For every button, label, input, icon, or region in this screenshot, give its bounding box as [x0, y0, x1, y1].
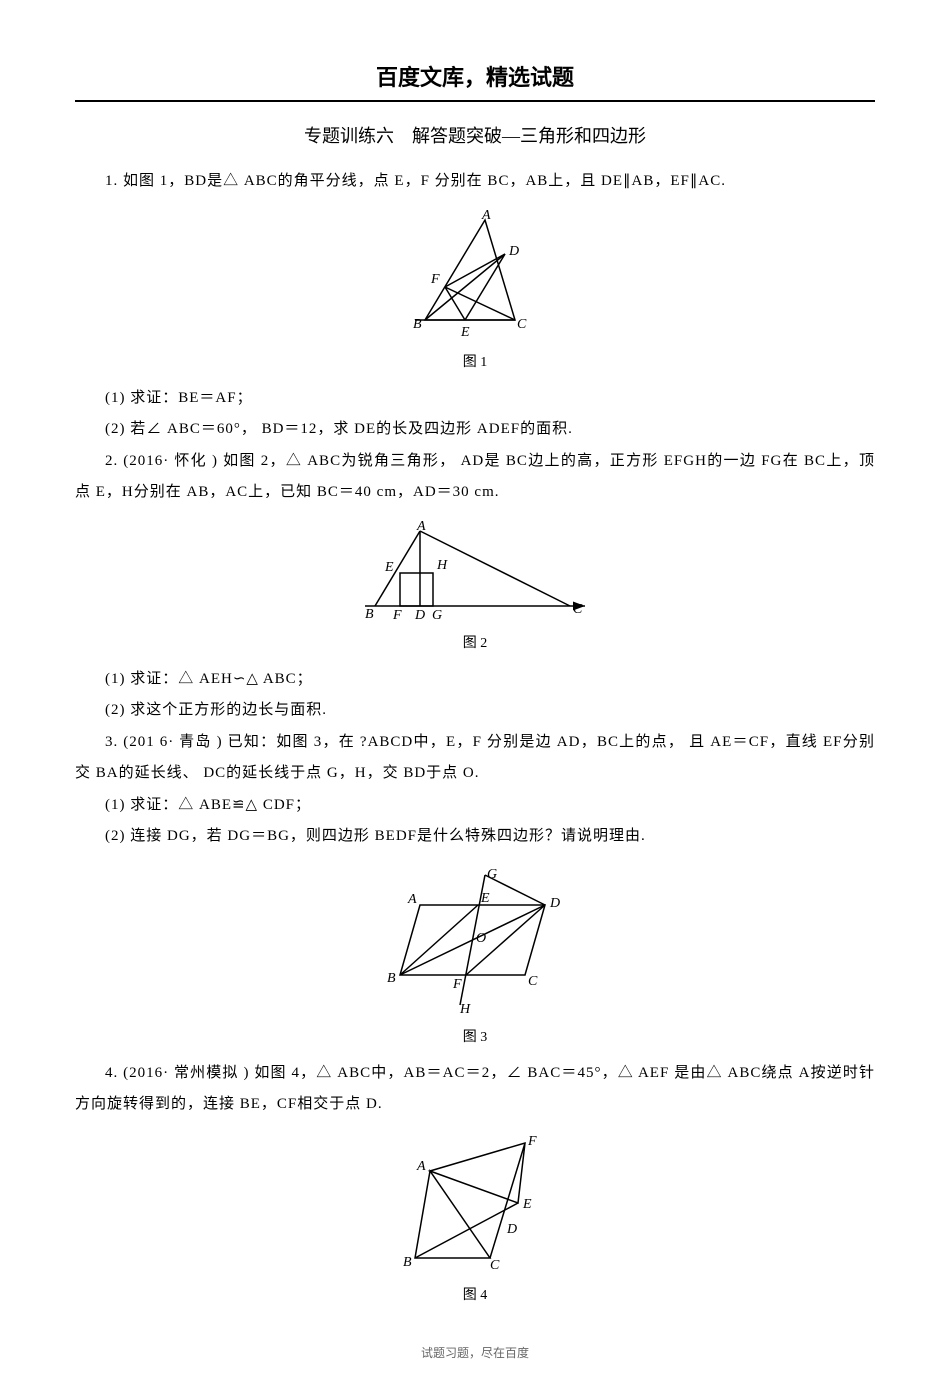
fig2-label-C: C — [573, 602, 583, 617]
figure-4-svg: A B C D E F — [390, 1133, 560, 1273]
figure-4-container: A B C D E F 图 4 — [75, 1133, 875, 1304]
fig2-label-F: F — [392, 608, 402, 621]
fig2-label-E: E — [384, 560, 394, 575]
fig3-label-A: A — [407, 892, 417, 907]
fig2-label-D: D — [414, 608, 425, 621]
problem-3-sub1: (1) 求证：△ ABE≌△ CDF； — [75, 790, 875, 822]
fig1-label-D: D — [508, 244, 519, 259]
fig2-label-G: G — [432, 608, 442, 621]
figure-2-svg: A B C D E F G H — [345, 521, 605, 621]
page-footer: 试题习题，尽在百度 — [75, 1344, 875, 1361]
figure-4-caption: 图 4 — [75, 1284, 875, 1304]
figure-1-svg: A B C D E F — [385, 210, 565, 340]
fig2-label-A: A — [416, 521, 426, 534]
fig4-label-A: A — [416, 1159, 426, 1174]
problem-1-sub1: (1) 求证：BE＝AF； — [75, 383, 875, 415]
header-divider — [75, 100, 875, 102]
fig1-label-F: F — [430, 272, 440, 287]
fig4-label-C: C — [490, 1258, 500, 1273]
problem-3-sub2: (2) 连接 DG，若 DG＝BG，则四边形 BEDF是什么特殊四边形？请说明理… — [75, 821, 875, 853]
fig3-label-E: E — [480, 891, 490, 906]
problem-3-intro: 3. (201 6· 青岛 ) 已知：如图 3，在 ?ABCD中，E，F 分别是… — [75, 727, 875, 790]
header-title: 百度文库，精选试题 — [75, 60, 875, 92]
problem-4-intro: 4. (2016· 常州模拟 ) 如图 4，△ ABC中，AB＝AC＝2，∠ B… — [75, 1058, 875, 1121]
fig3-label-G: G — [487, 867, 497, 882]
figure-1-caption: 图 1 — [75, 351, 875, 371]
figure-3-caption: 图 3 — [75, 1026, 875, 1046]
section-title: 专题训练六 解答题突破—三角形和四边形 — [75, 122, 875, 148]
fig3-label-C: C — [528, 974, 538, 989]
fig3-label-B: B — [387, 971, 396, 986]
figure-1-container: A B C D E F 图 1 — [75, 210, 875, 371]
fig3-label-F: F — [452, 977, 462, 992]
problem-2-sub2: (2) 求这个正方形的边长与面积. — [75, 695, 875, 727]
fig2-label-H: H — [436, 558, 448, 573]
fig3-label-H: H — [459, 1002, 471, 1015]
fig4-label-E: E — [522, 1197, 532, 1212]
fig1-label-A: A — [481, 210, 491, 223]
problem-1-intro: 1. 如图 1，BD是△ ABC的角平分线，点 E，F 分别在 BC，AB上，且… — [75, 166, 875, 198]
fig4-label-D: D — [506, 1222, 517, 1237]
problem-1-sub2: (2) 若∠ ABC＝60°， BD＝12，求 DE的长及四边形 ADEF的面积… — [75, 414, 875, 446]
fig4-label-B: B — [403, 1255, 412, 1270]
problem-2-intro: 2. (2016· 怀化 ) 如图 2，△ ABC为锐角三角形， AD是 BC边… — [75, 446, 875, 509]
problem-2-sub1: (1) 求证：△ AEH∽△ ABC； — [75, 664, 875, 696]
figure-2-caption: 图 2 — [75, 632, 875, 652]
fig3-label-D: D — [549, 896, 560, 911]
fig1-label-B: B — [413, 317, 422, 332]
figure-3-container: A B C D E F G H O 图 3 — [75, 865, 875, 1046]
fig1-label-C: C — [517, 317, 527, 332]
page-content: 百度文库，精选试题 专题训练六 解答题突破—三角形和四边形 1. 如图 1，BD… — [0, 0, 950, 1391]
fig3-label-O: O — [476, 931, 486, 946]
figure-3-svg: A B C D E F G H O — [370, 865, 580, 1015]
fig1-label-E: E — [460, 325, 470, 340]
fig2-label-B: B — [365, 607, 374, 621]
fig4-label-F: F — [527, 1134, 537, 1149]
figure-2-container: A B C D E F G H 图 2 — [75, 521, 875, 652]
